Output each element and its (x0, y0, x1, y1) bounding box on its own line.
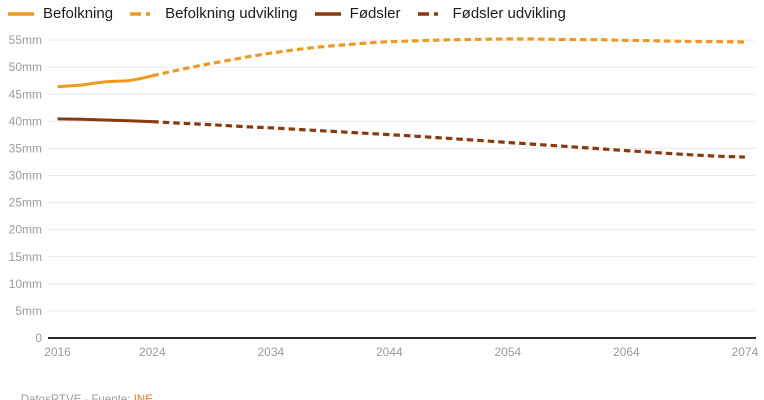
y-tick-label-5: 5mm (15, 304, 42, 318)
legend-item-befolkning[interactable]: Befolkning (8, 4, 113, 24)
footer-credit: DatosRTVE · Fuente: (20, 394, 134, 400)
legend-item-befolkning-udvikling[interactable]: Befolkning udvikling (130, 4, 298, 24)
y-tick-label-35: 35mm (9, 141, 42, 155)
x-tick-label-2054: 2054 (495, 345, 522, 359)
y-tick-label-40: 40mm (9, 114, 42, 128)
legend-solid-line-icon-befolkning (8, 12, 34, 16)
line-chart-plot: 0 5mm 10mm 15mm 20mm 25mm 30mm 35mm 40mm 45mm 50mm… (9, 33, 759, 359)
x-tick-label-2034: 2034 (257, 345, 284, 359)
x-tick-label-2016: 2016 (44, 345, 71, 359)
legend-label-fodsler: Fødsler (349, 5, 401, 22)
legend-solid-line-icon-fodsler (314, 12, 341, 16)
legend-label-befolkning-udvikling: Befolkning udvikling (165, 5, 298, 22)
x-tick-label-2074: 2074 (732, 345, 759, 359)
legend-label-fodsler-udvikling: Fødsler udvikling (452, 5, 566, 22)
y-tick-label-25: 25mm (9, 196, 42, 210)
series-line-befolkning-udvikling[interactable] (151, 37, 745, 78)
legend-dashed-line-icon-fodsler-udvikling (417, 12, 444, 16)
chart-footer: DatosRTVE · Fuente: INE (8, 382, 153, 400)
footer-source-link[interactable]: INE (133, 394, 153, 400)
x-tick-label-2064: 2064 (613, 345, 640, 359)
y-tick-label-30: 30mm (9, 169, 42, 183)
y-tick-label-15: 15mm (9, 250, 42, 264)
y-tick-label-20: 20mm (9, 223, 42, 237)
x-tick-label-2024: 2024 (139, 345, 166, 359)
chart-legend: Befolkning Befolkning udvikling Fødsler Fød… (8, 4, 583, 24)
x-tick-label-2044: 2044 (376, 345, 403, 359)
y-tick-label-10: 10mm (9, 277, 42, 291)
legend-dashed-line-icon-befolkning-udvikling (130, 12, 157, 16)
y-tick-label-55: 55mm (9, 33, 42, 47)
series-line-fodsler[interactable] (57, 117, 153, 124)
legend-item-fodsler-udvikling[interactable]: Fødsler udvikling (417, 4, 566, 24)
y-tick-label-45: 45mm (9, 87, 42, 101)
legend-item-fodsler[interactable]: Fødsler (314, 4, 401, 24)
y-tick-label-0: 0 (35, 331, 42, 345)
legend-label-befolkning: Befolkning (43, 5, 114, 22)
y-tick-label-50: 50mm (9, 60, 42, 74)
series-line-befolkning[interactable] (57, 74, 153, 89)
series-line-fodsler-udvikling[interactable] (152, 120, 745, 159)
